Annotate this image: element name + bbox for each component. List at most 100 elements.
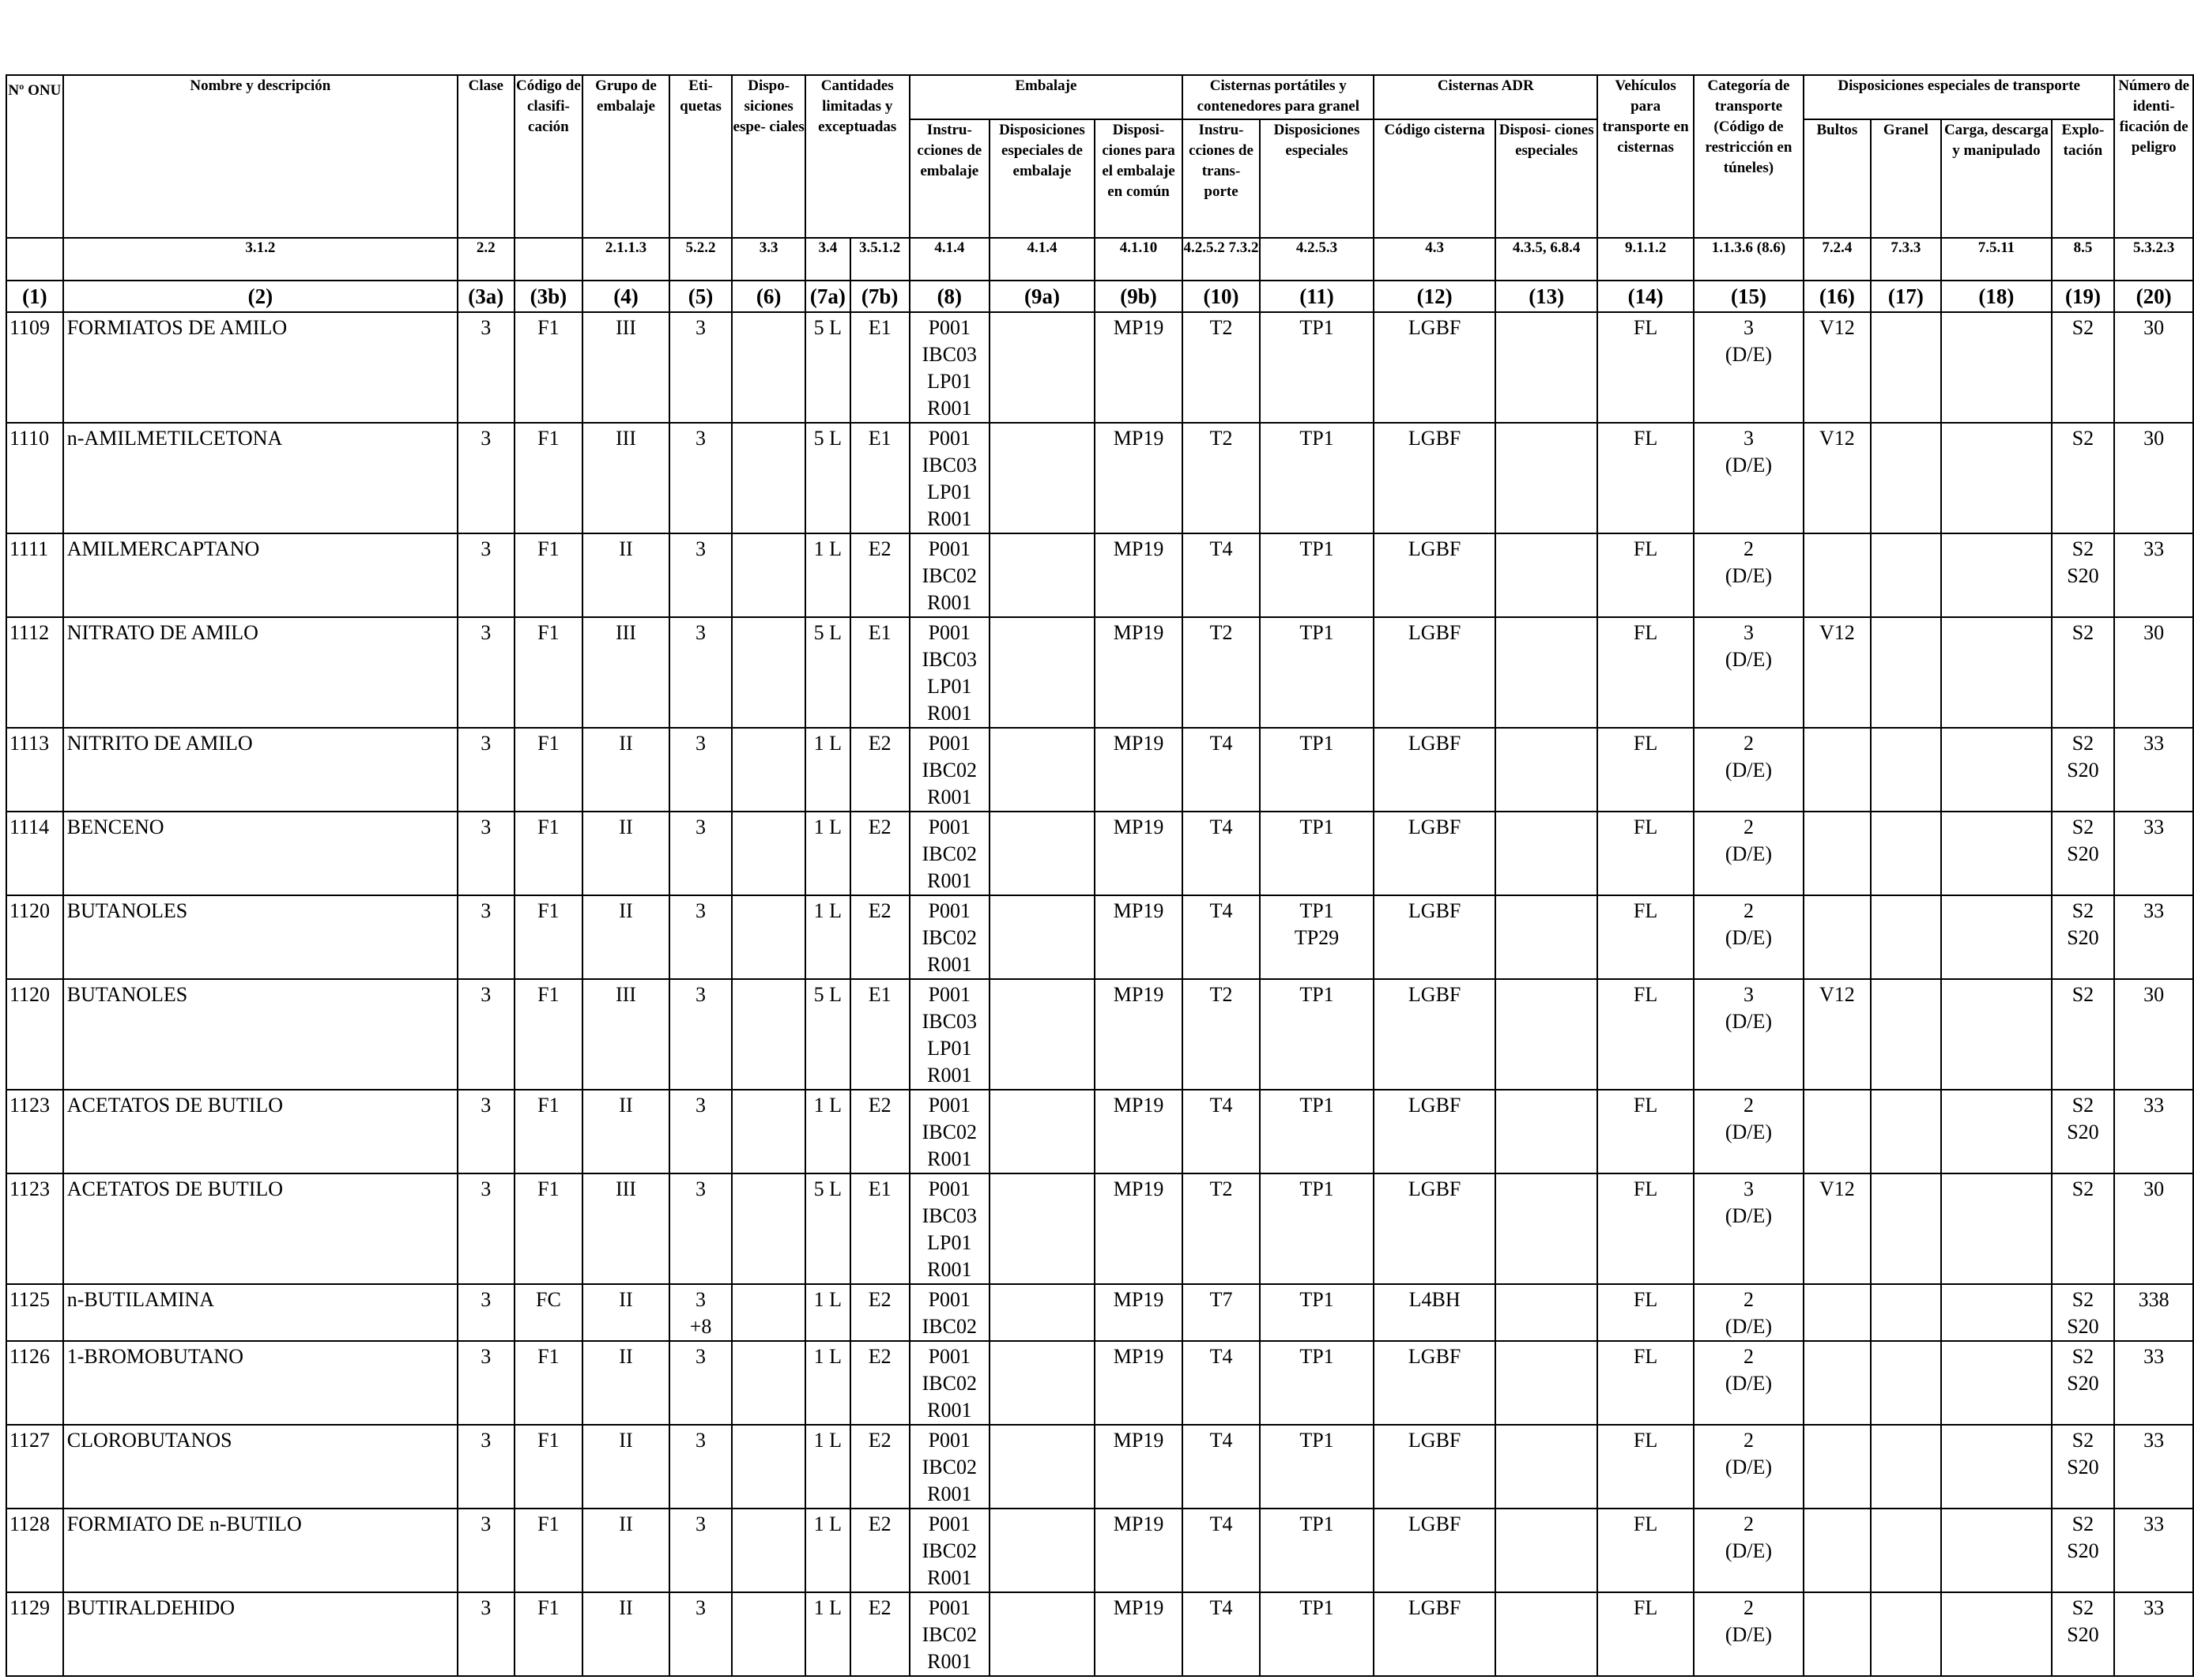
cell-clase: 3 (456, 533, 515, 618)
column-number: (7b) (849, 280, 910, 313)
table-row: 1123 ACETATOS DE BUTILO 3 F1 II 3 1 L E2 P001 IBC… (6, 1089, 2194, 1174)
cell-line: 3 (696, 316, 707, 339)
cell-line: 3 (481, 316, 492, 339)
cell-line: BENCENO (66, 816, 164, 838)
cell-line: 3 (1743, 621, 1754, 644)
cell-vehiculos: FL (1596, 1340, 1695, 1426)
cell-line: BUTANOLES (66, 899, 188, 922)
cell-cp-disp: TP1 (1258, 616, 1375, 729)
cell-onu: 1114 (6, 811, 64, 896)
cell-line: AMILMERCAPTANO (66, 537, 260, 560)
cell-nombre: FORMIATO DE n-BUTILO (62, 1508, 458, 1593)
cell-line: 3 (481, 983, 492, 1006)
table-row: 1120 BUTANOLES 3 F1 III 3 5 L E1 P001 IBC03 LP01 R0… (6, 978, 2194, 1090)
cell-line: LGBF (1408, 1512, 1461, 1535)
cell-line: 3 (696, 427, 707, 450)
cell-line: 5 L (813, 983, 843, 1006)
cell-line: T4 (1209, 816, 1233, 838)
header-clase: Clase (456, 74, 515, 239)
cell-line: TP1 (1299, 1429, 1334, 1452)
cell-carga (1940, 533, 2053, 618)
cell-grupo: III (582, 422, 670, 534)
cell-line: S2 (2071, 1345, 2094, 1368)
cell-vehiculos: FL (1596, 616, 1695, 729)
cell-granel (1869, 895, 1943, 980)
cell-categoria: 3 (D/E) (1692, 978, 1805, 1090)
cell-line: S2 (2071, 1094, 2094, 1117)
cell-line: FL (1633, 1094, 1658, 1117)
cell-line: R001 (927, 1650, 972, 1673)
column-number: (15) (1692, 280, 1805, 313)
cell-line: IBC03 (922, 343, 977, 366)
cell-cis-disp (1495, 1340, 1599, 1426)
cell-explotacion: S2 S20 (2050, 1424, 2116, 1509)
reference-cell: 4.2.5.2 7.3.2 (1182, 237, 1261, 281)
reference-row: 3.1.2 2.2 2.1.1.3 5.2.2 3.3 3.4 3.5.1.2 4.1.4 4.… (6, 237, 2194, 281)
cell-bultos (1803, 533, 1872, 618)
cell-line: 3 (696, 816, 707, 838)
cell-emb-comun: MP19 (1093, 811, 1184, 896)
cell-line: 3 (1743, 1177, 1754, 1200)
cell-granel (1869, 1508, 1943, 1593)
cell-line: II (619, 899, 633, 922)
reference-cell: 3.3 (731, 237, 806, 281)
cell-line: TP1 (1299, 816, 1334, 838)
cell-line: 3 (1743, 983, 1754, 1006)
cell-emb-instr: P001 IBC03 LP01 R001 (908, 311, 991, 424)
cell-line: S2 (2071, 816, 2094, 838)
column-number: (16) (1803, 280, 1872, 313)
cell-line: IBC03 (922, 454, 977, 477)
cell-cp-instr: T7 (1182, 1283, 1261, 1342)
column-number: (20) (2113, 280, 2194, 313)
cell-emb-instr: P001 IBC02 R001 (908, 811, 991, 896)
cell-line: 3 (1743, 316, 1754, 339)
cell-etiquetas: 3 (668, 1089, 733, 1174)
cell-line: MP19 (1113, 621, 1164, 644)
cell-line: 2 (1743, 1288, 1754, 1311)
cell-carga (1940, 727, 2053, 812)
cell-emb-comun: MP19 (1093, 422, 1184, 534)
cell-line: 3 (481, 1429, 492, 1452)
cell-line: TP1 (1299, 732, 1334, 755)
cell-line: II (619, 1288, 633, 1311)
cell-cp-instr: T4 (1182, 727, 1261, 812)
reference-cell (513, 237, 584, 281)
cell-etiquetas: 3 (668, 533, 733, 618)
table-row: 1123 ACETATOS DE BUTILO 3 F1 III 3 5 L E1 P001 IB… (6, 1173, 2194, 1285)
cell-codigo: FC (513, 1283, 584, 1342)
cell-line: F1 (537, 1596, 560, 1619)
cell-line: NITRATO DE AMILO (66, 621, 258, 644)
cell-cp-instr: T4 (1182, 1089, 1261, 1174)
cell-line: FL (1633, 427, 1658, 450)
cell-line: 1113 (9, 732, 50, 755)
cell-line: IBC02 (922, 1623, 977, 1646)
cell-onu: 1111 (6, 533, 64, 618)
cell-line: P001 (928, 1345, 971, 1368)
cell-line: 2 (1743, 816, 1754, 838)
cell-cisterna: LGBF (1373, 727, 1497, 812)
cell-line: TP1 (1299, 1288, 1334, 1311)
column-number: (11) (1258, 280, 1375, 313)
cell-line: n-AMILMETILCETONA (66, 427, 283, 450)
cell-line: IBC02 (922, 1539, 977, 1562)
cell-line: V12 (1819, 1177, 1855, 1200)
cell-line: T2 (1209, 1177, 1233, 1200)
cell-emb-disp (989, 311, 1095, 424)
cell-line: IBC02 (922, 842, 977, 865)
cell-carga (1940, 616, 2053, 729)
cell-onu: 1128 (6, 1508, 64, 1593)
cell-line: MP19 (1113, 316, 1164, 339)
column-number: (9a) (989, 280, 1095, 313)
cell-cp-disp: TP1 (1258, 1591, 1375, 1677)
cell-emb-disp (989, 1089, 1095, 1174)
cell-grupo: III (582, 1173, 670, 1285)
cell-line: (D/E) (1725, 648, 1773, 671)
cell-cant-exc: E2 (850, 1340, 910, 1426)
cell-emb-instr: P001 IBC02 R001 (908, 1508, 991, 1593)
cell-etiquetas: 3 (668, 422, 733, 534)
cell-emb-instr: P001 IBC02 R001 (908, 727, 991, 812)
cell-peligro: 33 (2113, 1424, 2194, 1509)
cell-disp (731, 1173, 806, 1285)
cell-line: III (615, 621, 636, 644)
cell-cant-lim: 5 L (804, 311, 851, 424)
